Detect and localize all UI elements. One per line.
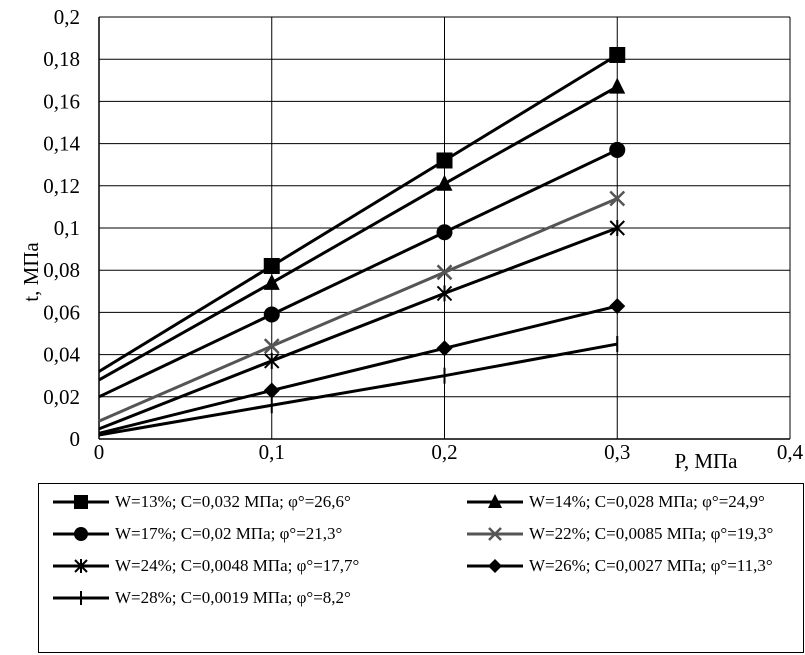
data-point <box>488 494 502 508</box>
series-7 <box>98 336 619 437</box>
y-tick-label: 0,18 <box>43 47 80 71</box>
y-tick-label: 0,14 <box>43 132 80 156</box>
data-point <box>609 141 626 158</box>
y-tick-label: 0,1 <box>54 216 80 240</box>
series-6 <box>98 298 626 435</box>
legend-item: W=28%; C=0,0019 МПа; φ°=8,2° <box>49 585 351 611</box>
data-point <box>609 190 626 207</box>
data-point <box>263 306 280 323</box>
x-tick-label: 0 <box>94 440 105 464</box>
x-tick-labels: 0 0,1 0,2 0,3 0,4 <box>94 440 804 464</box>
legend-item: W=17%; C=0,02 МПа; φ°=21,3° <box>49 521 342 547</box>
data-point <box>263 382 280 399</box>
chart: 0 0,1 0,2 0,3 0,4 0 0,02 0,04 0,06 0,08 0,1 0,12 0,… <box>19 5 804 473</box>
axes <box>98 17 790 440</box>
x-axis-label: P, МПа <box>674 449 738 473</box>
series-4 <box>98 190 626 423</box>
data-point <box>436 224 453 241</box>
legend-item: W=26%; C=0,0027 МПа; φ°=11,3° <box>463 553 773 579</box>
series-line <box>98 342 618 437</box>
y-axis-label: t, МПа <box>19 242 43 302</box>
series-line <box>98 148 618 399</box>
legend-item: W=22%; C=0,0085 МПа; φ°=19,3° <box>463 521 773 547</box>
legend-swatch <box>53 559 109 573</box>
legend-swatch <box>53 591 109 605</box>
data-point <box>488 527 502 541</box>
x-tick-label: 0,4 <box>777 440 804 464</box>
series-line <box>98 53 619 373</box>
data-point <box>74 527 88 541</box>
data-point <box>263 338 280 355</box>
y-tick-label: 0,2 <box>54 5 80 29</box>
legend-swatch <box>467 494 523 508</box>
legend-label: W=17%; C=0,02 МПа; φ°=21,3° <box>115 524 343 543</box>
legend-item: W=24%; C=0,0048 МПа; φ°=17,7° <box>49 553 359 579</box>
data-point <box>609 46 626 63</box>
y-tick-label: 0,16 <box>43 89 80 113</box>
data-point <box>609 220 625 236</box>
legend-label: W=26%; C=0,0027 МПа; φ°=11,3° <box>529 556 773 575</box>
legend: W=13%; C=0,032 МПа; φ°=26,6° W=14%; C=0,0… <box>38 483 804 653</box>
series-3 <box>98 141 626 399</box>
legend-item: W=13%; C=0,032 МПа; φ°=26,6° <box>49 489 351 515</box>
series-2 <box>98 77 626 382</box>
data-point <box>609 77 626 94</box>
series-group <box>98 46 626 437</box>
y-tick-label: 0,02 <box>43 385 80 409</box>
legend-swatch <box>53 495 109 509</box>
series-5 <box>98 220 625 431</box>
data-point <box>264 352 280 369</box>
data-point <box>609 298 626 315</box>
legend-label: W=14%; C=0,028 МПа; φ°=24,9° <box>529 492 765 511</box>
legend-label: W=24%; C=0,0048 МПа; φ°=17,7° <box>115 556 360 575</box>
data-point <box>436 340 453 357</box>
y-tick-label: 0,08 <box>43 258 80 282</box>
series-line <box>98 197 618 423</box>
series-line <box>98 304 618 435</box>
y-tick-label: 0,12 <box>43 174 80 198</box>
legend-item: W=14%; C=0,028 МПа; φ°=24,9° <box>463 489 765 515</box>
legend-label: W=13%; C=0,032 МПа; φ°=26,6° <box>115 492 351 511</box>
data-point <box>74 495 88 509</box>
y-tick-label: 0 <box>70 427 81 451</box>
series-line <box>98 226 618 431</box>
data-point <box>436 174 453 191</box>
y-tick-label: 0,06 <box>43 300 80 324</box>
y-tick-label: 0,04 <box>43 343 80 367</box>
y-tick-labels: 0 0,02 0,04 0,06 0,08 0,1 0,12 0,14 0,16 0,18 0,2 <box>43 5 80 451</box>
data-point <box>436 285 453 302</box>
x-tick-label: 0,2 <box>431 440 457 464</box>
data-point <box>436 264 453 281</box>
data-point <box>263 273 280 290</box>
legend-swatch <box>467 527 523 541</box>
series-1 <box>98 46 626 373</box>
legend-swatch <box>53 527 109 541</box>
data-point <box>436 152 453 169</box>
data-point <box>488 559 502 573</box>
data-point <box>263 257 280 274</box>
legend-label: W=22%; C=0,0085 МПа; φ°=19,3° <box>529 524 774 543</box>
series-line <box>98 85 618 382</box>
x-tick-label: 0,1 <box>259 440 285 464</box>
data-point <box>74 559 88 573</box>
x-tick-label: 0,3 <box>604 440 630 464</box>
legend-swatch <box>467 559 523 573</box>
legend-label: W=28%; C=0,0019 МПа; φ°=8,2° <box>115 588 351 607</box>
